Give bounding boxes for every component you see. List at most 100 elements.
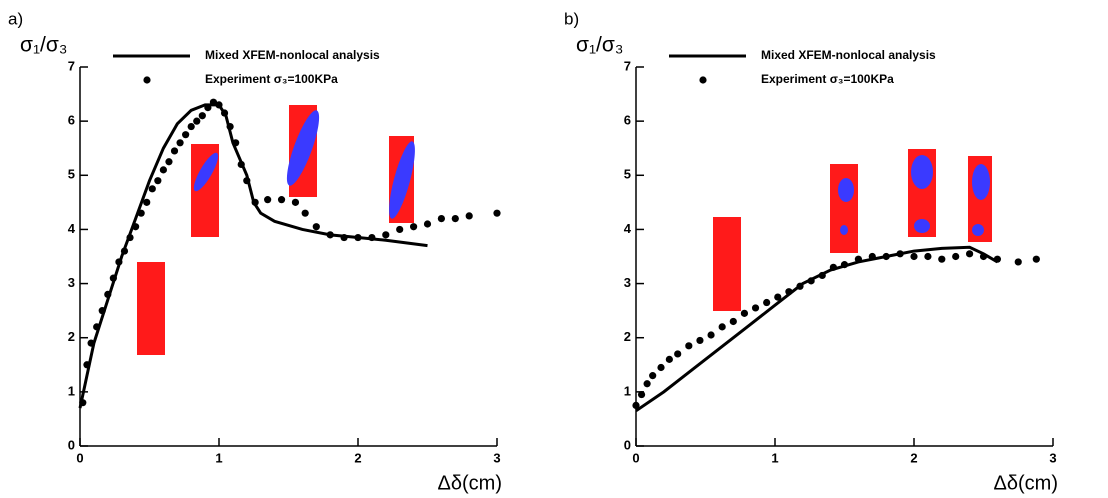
marker	[493, 209, 501, 217]
y-tick-label: 3	[68, 275, 75, 290]
marker	[740, 309, 749, 317]
marker	[264, 196, 272, 204]
marker	[79, 399, 87, 407]
marker	[896, 250, 904, 258]
legend-marker	[699, 76, 707, 84]
marker	[220, 109, 229, 117]
marker	[1032, 255, 1040, 263]
marker	[182, 131, 190, 139]
marker	[326, 231, 334, 239]
inset-band	[286, 110, 320, 186]
marker	[1014, 258, 1022, 266]
marker	[170, 147, 179, 155]
y-tick-label: 0	[624, 437, 631, 452]
marker	[251, 198, 259, 206]
marker	[829, 263, 837, 271]
marker	[165, 158, 173, 166]
marker	[104, 290, 112, 298]
marker	[154, 177, 162, 185]
inset-band	[972, 164, 990, 200]
marker	[665, 355, 673, 363]
legend-label: Mixed XFEM-nonlocal analysis	[205, 48, 380, 62]
marker	[215, 101, 223, 109]
marker	[120, 247, 129, 255]
marker	[204, 104, 212, 112]
y-tick-label: 7	[68, 58, 75, 73]
marker	[368, 233, 376, 242]
x-tick-label: 0	[632, 450, 639, 465]
y-tick-label: 5	[624, 167, 631, 182]
marker	[993, 255, 1002, 263]
marker	[396, 225, 404, 234]
marker	[840, 261, 849, 269]
marker	[637, 390, 646, 399]
marker	[685, 342, 693, 350]
y-tick-label: 2	[624, 329, 631, 344]
marker	[237, 160, 245, 169]
y-tick-label: 6	[624, 113, 631, 128]
x-tick-label: 3	[493, 450, 500, 465]
inset-band	[193, 152, 219, 192]
y-tick-label: 4	[68, 221, 76, 236]
marker	[966, 250, 974, 258]
marker	[854, 255, 863, 263]
y-tick-label: 6	[68, 113, 75, 128]
y-tick-label: 4	[624, 221, 632, 236]
marker	[657, 363, 665, 372]
marker	[643, 380, 651, 388]
marker	[796, 282, 804, 290]
marker	[83, 361, 91, 369]
marker	[632, 401, 640, 409]
line-series	[78, 103, 428, 409]
marker	[187, 122, 195, 131]
marker	[952, 252, 960, 261]
marker	[718, 323, 726, 331]
inset-band	[911, 155, 933, 189]
marker	[277, 196, 286, 204]
inset	[137, 262, 165, 355]
marker	[143, 198, 151, 206]
x-tick-label: 0	[76, 450, 83, 465]
inset	[713, 217, 741, 311]
marker	[807, 277, 815, 285]
x-tick-label: 1	[215, 450, 222, 465]
marker	[98, 307, 106, 315]
marker	[465, 212, 473, 220]
marker	[882, 252, 890, 261]
inset	[830, 164, 858, 253]
inset-band	[389, 141, 415, 219]
panel-label: a)	[8, 9, 23, 28]
marker	[226, 122, 234, 131]
inset-band	[840, 225, 848, 235]
x-axis-label: Δδ(cm)	[994, 472, 1058, 494]
marker	[132, 223, 140, 231]
legend-label: Experiment σ₃=100KPa	[205, 72, 338, 86]
marker	[291, 198, 300, 206]
marker	[382, 231, 390, 239]
y-axis-label: σ₁/σ₃	[20, 34, 67, 57]
marker	[301, 209, 309, 217]
marker	[785, 288, 793, 296]
marker	[451, 215, 459, 223]
marker	[148, 185, 156, 193]
x-tick-label: 2	[910, 450, 917, 465]
marker	[137, 209, 145, 217]
marker	[115, 258, 123, 266]
marker	[209, 98, 218, 106]
marker	[126, 233, 134, 242]
x-axis-label: Δδ(cm)	[438, 472, 502, 494]
y-tick-label: 5	[68, 167, 75, 182]
panel-label: b)	[564, 9, 579, 28]
marker	[109, 274, 117, 282]
line-series	[635, 245, 999, 413]
inset-band	[838, 178, 854, 202]
panel: b) σ₁/σ₃ Δδ(cm) 0 1 2 3 0 1 2 3 4 5 6 7 Mixed XFEM-nonl…	[564, 9, 1058, 494]
legend-label: Mixed XFEM-nonlocal analysis	[761, 48, 936, 62]
marker	[707, 331, 715, 339]
marker	[910, 252, 918, 261]
marker	[938, 255, 946, 263]
marker	[674, 350, 682, 358]
marker	[176, 139, 184, 147]
inset-band	[914, 219, 930, 233]
